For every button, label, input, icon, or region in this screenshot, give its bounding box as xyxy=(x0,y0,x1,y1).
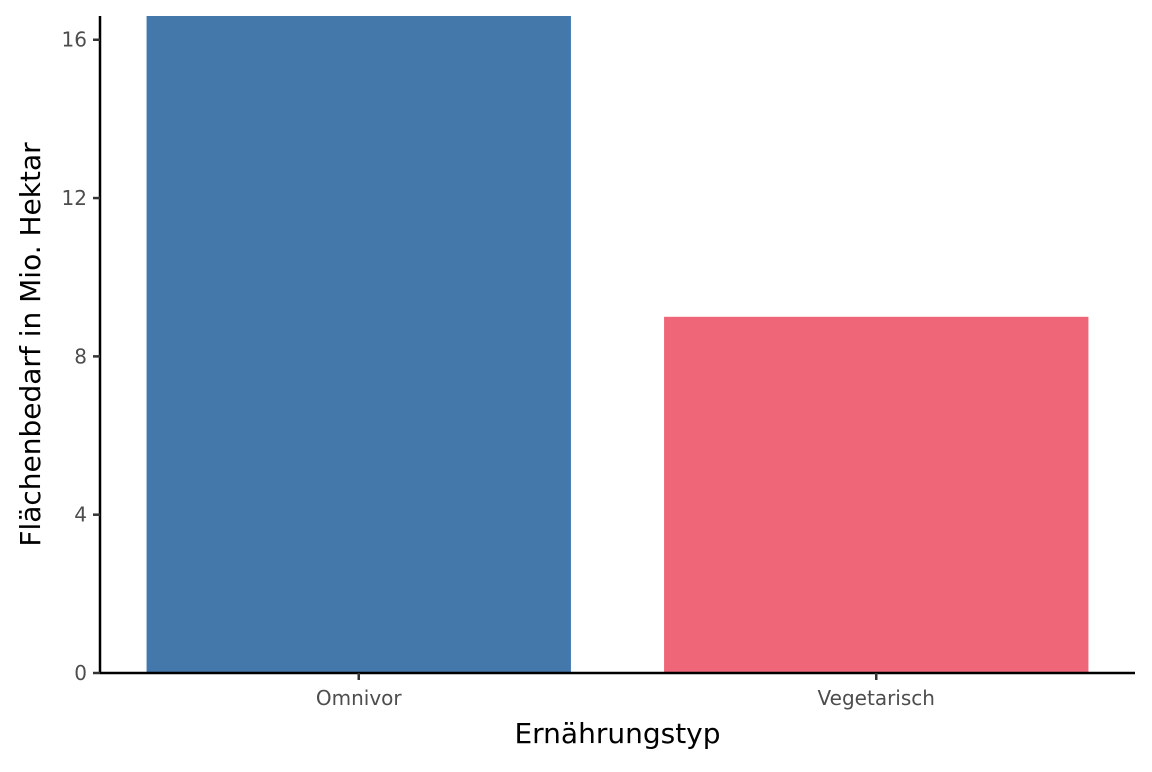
y-ticks: 0 4 8 12 16 xyxy=(62,28,100,685)
y-tick-label: 16 xyxy=(62,28,87,52)
bars-layer xyxy=(146,16,1089,673)
y-tick-label: 8 xyxy=(74,344,87,368)
x-tick-label: Omnivor xyxy=(316,686,403,710)
x-ticks: Omnivor Vegetarisch xyxy=(316,673,935,710)
bar-omnivor xyxy=(146,16,571,673)
y-tick-label: 0 xyxy=(74,661,87,685)
x-tick-label: Vegetarisch xyxy=(818,686,935,710)
y-axis-title: Flächenbedarf in Mio. Hektar xyxy=(14,142,47,547)
y-tick-label: 4 xyxy=(74,503,87,527)
x-axis-title: Ernährungstyp xyxy=(514,717,720,750)
bar-vegetarisch xyxy=(664,316,1089,673)
axes-layer xyxy=(98,16,1135,675)
y-tick-label: 12 xyxy=(62,186,87,210)
